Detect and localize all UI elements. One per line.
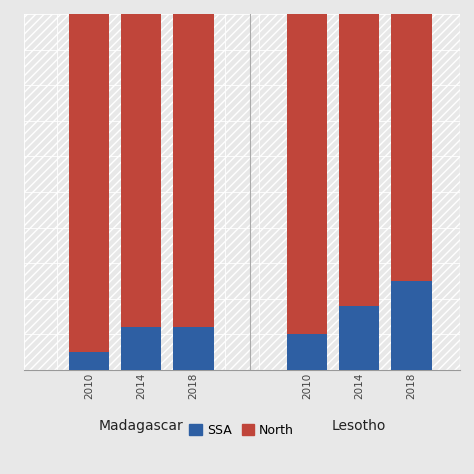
Bar <box>173 14 214 327</box>
Text: Lesotho: Lesotho <box>332 419 386 434</box>
Bar <box>121 327 161 370</box>
Legend: SSA, North: SSA, North <box>184 419 299 442</box>
Bar <box>69 14 109 352</box>
Bar <box>121 14 161 327</box>
Bar <box>287 334 327 370</box>
Bar <box>392 14 432 281</box>
Bar <box>392 281 432 370</box>
Bar <box>69 352 109 370</box>
Text: Madagascar: Madagascar <box>99 419 183 434</box>
Bar <box>339 306 379 370</box>
Bar <box>287 14 327 334</box>
Bar <box>339 14 379 306</box>
Bar <box>173 327 214 370</box>
